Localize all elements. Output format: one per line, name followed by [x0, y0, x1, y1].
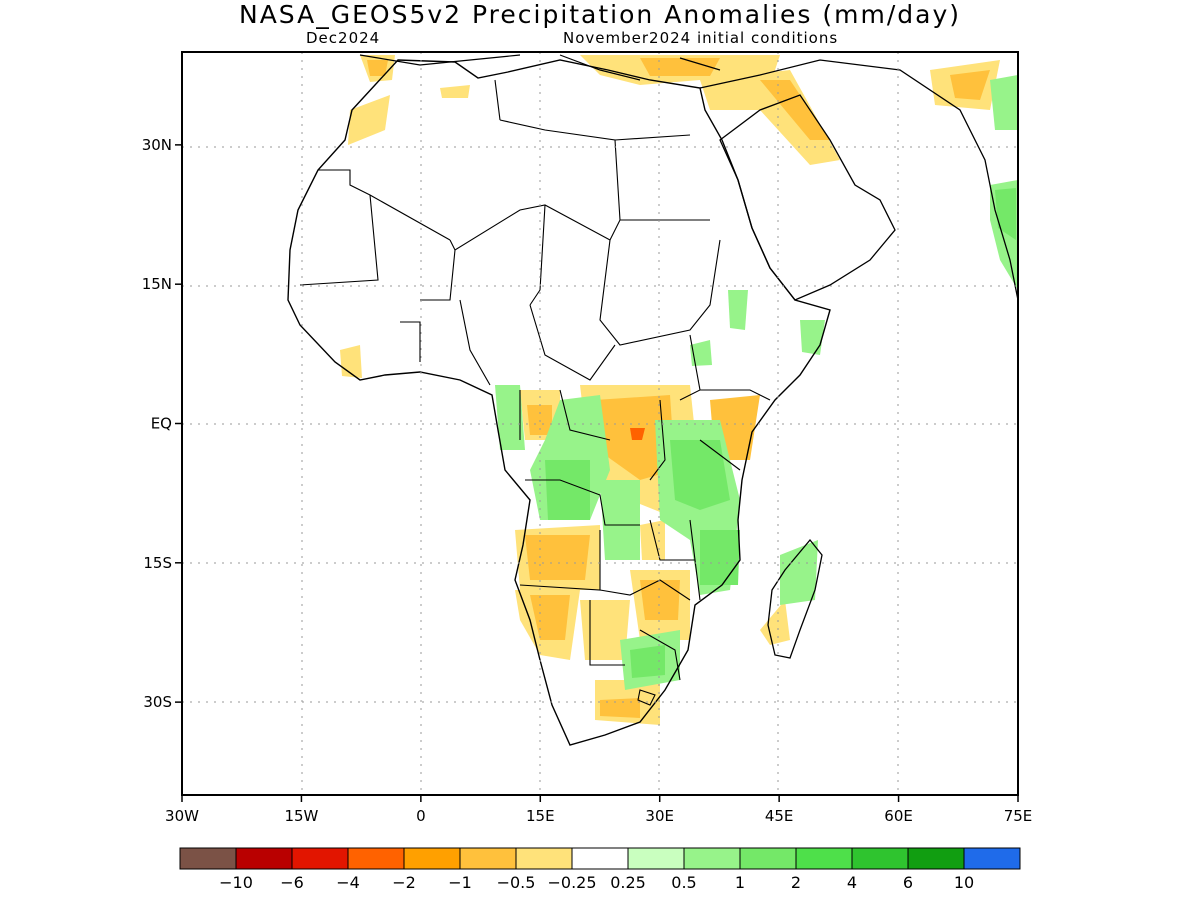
dry-anomaly-area	[440, 85, 470, 98]
wet-anomaly-area	[800, 320, 825, 355]
lon-tick-label: 75E	[1004, 807, 1033, 825]
lon-tick-label: 60E	[884, 807, 913, 825]
lat-tick-label: 15S	[143, 554, 172, 572]
wet-anomaly-area	[690, 340, 712, 366]
colorbar-label: 0.5	[671, 873, 696, 892]
colorbar-label: 2	[791, 873, 801, 892]
dry-anomaly-area	[640, 520, 665, 560]
initial-conditions-label: November2024 initial conditions	[563, 29, 839, 47]
colorbar-label: 0.25	[610, 873, 646, 892]
africa-coastline	[287, 59, 831, 746]
wet-anomaly-area	[600, 480, 640, 560]
dry-anomaly-area	[640, 580, 680, 620]
wet-anomaly-area	[700, 530, 740, 585]
colorbar-label: 4	[847, 873, 857, 892]
colorbar-swatch	[347, 847, 405, 870]
colorbar-swatch	[235, 847, 293, 870]
wet-anomaly-area	[990, 75, 1018, 130]
lon-tick-label: 30E	[645, 807, 674, 825]
colorbar-label: −10	[219, 873, 253, 892]
lon-tick-label: 15W	[284, 807, 318, 825]
colorbar-swatch	[515, 847, 573, 870]
colorbar-label: −6	[280, 873, 304, 892]
dry-anomaly-area	[600, 698, 640, 718]
colorbar-label: −2	[392, 873, 416, 892]
colorbar-swatch	[627, 847, 685, 870]
colorbar-swatch	[403, 847, 461, 870]
colorbar-swatch	[907, 847, 965, 870]
lat-tick-label: 30N	[142, 136, 172, 154]
graticule	[182, 52, 1018, 795]
wet-anomaly-area	[545, 460, 590, 520]
colorbar-swatch	[795, 847, 853, 870]
colorbar-swatch	[459, 847, 517, 870]
colorbar-label: −0.5	[497, 873, 536, 892]
wet-anomaly-area	[495, 385, 525, 450]
longitude-axis: 30W 15W 0 15E 30E 45E 60E 75E	[165, 795, 1032, 825]
arabia-outline	[719, 94, 896, 301]
valid-month-label: Dec2024	[306, 29, 381, 47]
dry-anomaly-area	[525, 535, 590, 580]
colorbar: −10 −6 −4 −2 −1 −0.5 −0.25 0.25 0.5 1 2 4 6 10	[179, 847, 1021, 892]
colorbar-label: −1	[448, 873, 472, 892]
colorbar-label: 1	[735, 873, 745, 892]
colorbar-swatch	[683, 847, 741, 870]
dry-anomaly-area	[580, 600, 630, 660]
dry-anomaly-area	[760, 600, 790, 645]
dry-anomaly-area	[700, 70, 840, 165]
colorbar-label: −0.25	[547, 873, 596, 892]
dry-anomaly-area	[348, 95, 390, 145]
colorbar-swatch	[739, 847, 797, 870]
country-borders	[299, 79, 771, 706]
lat-tick-label: 15N	[142, 275, 172, 293]
dry-anomaly-area	[950, 70, 990, 100]
wet-anomaly-area	[728, 290, 748, 330]
anomaly-fields	[340, 55, 1018, 725]
wet-anomaly-area	[780, 540, 818, 605]
wet-anomaly-area	[630, 645, 665, 678]
colorbar-label: 6	[903, 873, 913, 892]
lon-tick-label: 0	[416, 807, 426, 825]
dry-anomaly-area	[760, 80, 830, 140]
colorbar-swatch	[571, 847, 629, 870]
lon-tick-label: 15E	[526, 807, 555, 825]
lat-tick-label: EQ	[151, 415, 172, 433]
map-layer	[182, 52, 1018, 795]
colorbar-swatch	[851, 847, 909, 870]
colorbar-label: 10	[954, 873, 974, 892]
colorbar-label: −4	[336, 873, 360, 892]
lon-tick-label: 45E	[765, 807, 794, 825]
dry-anomaly-area	[367, 60, 388, 76]
asia-outline	[699, 59, 1018, 301]
colorbar-swatch	[963, 847, 1021, 870]
wet-anomaly-area	[670, 440, 730, 510]
dry-anomaly-area	[640, 58, 720, 76]
lat-tick-label: 30S	[143, 693, 172, 711]
colorbar-swatch	[291, 847, 349, 870]
latitude-axis: 30N 15N EQ 15S 30S	[142, 136, 182, 711]
colorbar-swatch	[179, 847, 237, 870]
lon-tick-label: 30W	[165, 807, 199, 825]
chart-title: NASA_GEOS5v2 Precipitation Anomalies (mm…	[239, 0, 961, 29]
europe-outline	[359, 54, 721, 81]
dry-anomaly-area	[630, 428, 645, 440]
